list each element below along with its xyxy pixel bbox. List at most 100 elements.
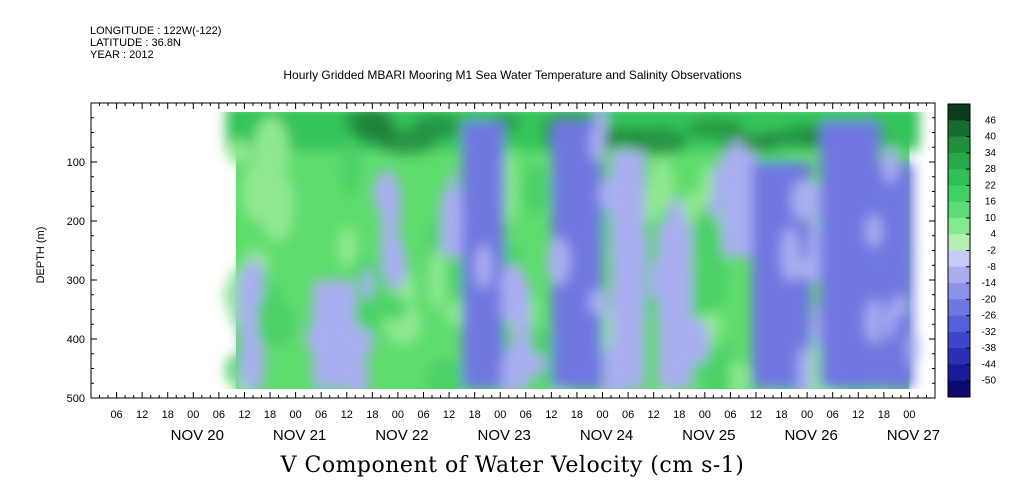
chart-title: Hourly Gridded MBARI Mooring M1 Sea Wate…: [283, 68, 742, 82]
negative-fringe: [731, 138, 744, 163]
x-hour-tick-label: 12: [341, 409, 353, 421]
x-hour-tick-label: 12: [443, 409, 455, 421]
negative-fringe: [797, 345, 812, 389]
colorbar-swatch: [948, 234, 970, 251]
colorbar-swatch: [948, 217, 970, 235]
colorbar-label: 10: [985, 213, 997, 224]
x-hour-tick-label: 06: [110, 409, 122, 421]
negative-band: [551, 120, 603, 389]
texture-blob: [428, 249, 447, 310]
texture-blob: [521, 165, 553, 215]
x-day-label: NOV 26: [784, 427, 837, 444]
texture-blob: [425, 357, 466, 389]
colorbar-label: 16: [985, 197, 997, 208]
data-field: [223, 112, 920, 389]
colorbar-swatch: [948, 201, 970, 219]
negative-fringe: [588, 288, 610, 316]
colorbar-swatch: [948, 283, 970, 300]
x-axis-label: V Component of Water Velocity (cm s-1): [280, 453, 745, 478]
surface-patch: [598, 126, 646, 145]
texture-blob: [226, 139, 251, 165]
y-axis-label: DEPTH (m): [35, 227, 47, 284]
negative-band: [751, 162, 812, 389]
colorbar-swatch: [948, 299, 970, 317]
colorbar-label: -8: [987, 262, 996, 273]
negative-fringe: [598, 177, 622, 211]
negative-fringe: [659, 232, 684, 254]
x-hour-tick-label: 00: [494, 409, 506, 421]
colorbar-swatch: [948, 104, 970, 121]
colorbar-swatch: [948, 136, 970, 154]
texture-blob: [241, 160, 275, 223]
negative-fringe: [499, 264, 526, 304]
colorbar-label: -44: [982, 359, 997, 370]
x-day-label: NOV 24: [580, 427, 633, 444]
texture-blob: [340, 140, 361, 197]
x-hour-tick-label: 00: [596, 409, 608, 421]
colorbar-swatch: [948, 169, 970, 186]
negative-fringe: [304, 324, 328, 353]
colorbar-label: 40: [985, 132, 997, 143]
negative-band: [312, 280, 356, 389]
surface-patch: [411, 114, 461, 140]
x-hour-tick-label: 00: [903, 409, 915, 421]
negative-fringe: [345, 325, 365, 384]
colorbar-swatch: [948, 348, 970, 365]
negative-band: [819, 120, 880, 389]
x-hour-tick-label: 06: [622, 409, 634, 421]
surface-patch: [686, 119, 745, 138]
x-hour-tick-label: 18: [673, 409, 685, 421]
negative-fringe: [708, 190, 721, 220]
x-hour-tick-label: 00: [187, 409, 199, 421]
x-hour-tick-label: 18: [264, 409, 276, 421]
negative-fringe: [520, 352, 546, 376]
negative-fringe: [882, 146, 899, 184]
negative-fringe: [375, 170, 400, 217]
x-day-label: NOV 22: [375, 427, 428, 444]
colorbar-swatch: [948, 315, 970, 333]
x-hour-tick-label: 00: [392, 409, 404, 421]
x-hour-tick-label: 06: [827, 409, 839, 421]
negative-fringe: [447, 170, 458, 225]
negative-fringe: [724, 204, 739, 235]
x-hour-tick-label: 18: [571, 409, 583, 421]
negative-fringe: [894, 293, 907, 319]
negative-fringe: [712, 161, 731, 198]
y-tick-label: 300: [67, 275, 85, 287]
colorbar-swatch: [948, 364, 970, 382]
negative-fringe: [546, 237, 571, 286]
longitude-label: LONGITUDE : 122W(-122): [90, 25, 222, 37]
colorbar-swatch: [948, 331, 970, 349]
negative-fringe: [383, 243, 407, 291]
x-hour-tick-label: 06: [315, 409, 327, 421]
colorbar-label: 4: [990, 229, 996, 240]
y-tick-label: 500: [67, 393, 85, 405]
colorbar-label: 34: [985, 148, 997, 159]
negative-fringe: [677, 338, 693, 386]
colorbar-swatch: [948, 380, 970, 398]
x-hour-tick-label: 18: [469, 409, 481, 421]
x-hour-tick-label: 12: [750, 409, 762, 421]
colorbar-label: -26: [982, 311, 997, 322]
colorbar-swatch: [948, 152, 970, 170]
x-hour-tick-label: 00: [289, 409, 301, 421]
x-hour-tick-label: 00: [801, 409, 813, 421]
surface-patch: [357, 112, 396, 137]
negative-fringe: [883, 302, 895, 340]
colorbar-label: 22: [985, 180, 997, 191]
colorbar-swatch: [948, 266, 970, 284]
latitude-label: LATITUDE : 36.8N: [90, 37, 181, 49]
negative-fringe: [630, 221, 648, 281]
x-day-label: NOV 20: [171, 427, 224, 444]
colorbar-label: -20: [982, 294, 997, 305]
x-hour-tick-label: 18: [878, 409, 890, 421]
x-hour-tick-label: 00: [699, 409, 711, 421]
negative-fringe: [243, 258, 264, 308]
colorbar-label: -50: [982, 376, 997, 387]
x-hour-tick-label: 12: [545, 409, 557, 421]
colorbar-label: 46: [985, 115, 997, 126]
texture-blob: [502, 149, 518, 225]
x-hour-tick-label: 06: [520, 409, 532, 421]
texture-blob: [337, 226, 358, 268]
negative-fringe: [792, 258, 818, 279]
